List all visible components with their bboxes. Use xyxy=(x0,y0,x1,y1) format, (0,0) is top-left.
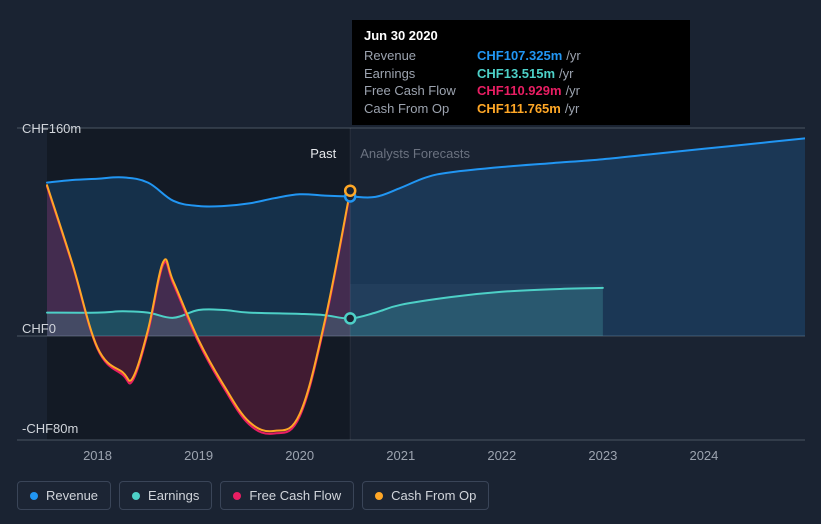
chart-tooltip: Jun 30 2020 RevenueCHF107.325m/yrEarning… xyxy=(352,20,690,125)
x-tick-label: 2023 xyxy=(588,448,617,463)
x-tick-label: 2021 xyxy=(386,448,415,463)
chart-legend: Revenue Earnings Free Cash Flow Cash From O… xyxy=(17,481,489,510)
legend-dot-icon xyxy=(233,492,241,500)
tooltip-row: Revenue CHF107.325m/yr xyxy=(364,47,678,65)
tooltip-row: Cash From Op CHF111.765m/yr xyxy=(364,100,678,118)
tooltip-row-label: Free Cash Flow xyxy=(364,82,459,100)
legend-dot-icon xyxy=(132,492,140,500)
x-tick-label: 2022 xyxy=(487,448,516,463)
x-tick-label: 2019 xyxy=(184,448,213,463)
legend-item-fcf[interactable]: Free Cash Flow xyxy=(220,481,354,510)
legend-label: Free Cash Flow xyxy=(249,488,341,503)
section-label-forecast: Analysts Forecasts xyxy=(360,146,470,161)
y-tick-label: -CHF80m xyxy=(22,421,78,436)
legend-label: Cash From Op xyxy=(391,488,476,503)
section-label-past: Past xyxy=(310,146,336,161)
x-tick-label: 2020 xyxy=(285,448,314,463)
x-tick-label: 2018 xyxy=(83,448,112,463)
tooltip-row-label: Cash From Op xyxy=(364,100,459,118)
tooltip-title: Jun 30 2020 xyxy=(364,28,678,43)
tooltip-row-value: CHF110.929m/yr xyxy=(477,82,580,100)
tooltip-row-value: CHF107.325m/yr xyxy=(477,47,581,65)
legend-item-earnings[interactable]: Earnings xyxy=(119,481,212,510)
tooltip-row: Earnings CHF13.515m/yr xyxy=(364,65,678,83)
tooltip-row-label: Earnings xyxy=(364,65,459,83)
tooltip-row-label: Revenue xyxy=(364,47,459,65)
y-tick-label: CHF0 xyxy=(22,321,56,336)
legend-label: Revenue xyxy=(46,488,98,503)
legend-dot-icon xyxy=(375,492,383,500)
tooltip-row-value: CHF111.765m/yr xyxy=(477,100,579,118)
y-tick-label: CHF160m xyxy=(22,121,81,136)
tooltip-row: Free Cash Flow CHF110.929m/yr xyxy=(364,82,678,100)
legend-item-cfo[interactable]: Cash From Op xyxy=(362,481,489,510)
legend-item-revenue[interactable]: Revenue xyxy=(17,481,111,510)
legend-label: Earnings xyxy=(148,488,199,503)
x-tick-label: 2024 xyxy=(689,448,718,463)
tooltip-row-value: CHF13.515m/yr xyxy=(477,65,574,83)
legend-dot-icon xyxy=(30,492,38,500)
